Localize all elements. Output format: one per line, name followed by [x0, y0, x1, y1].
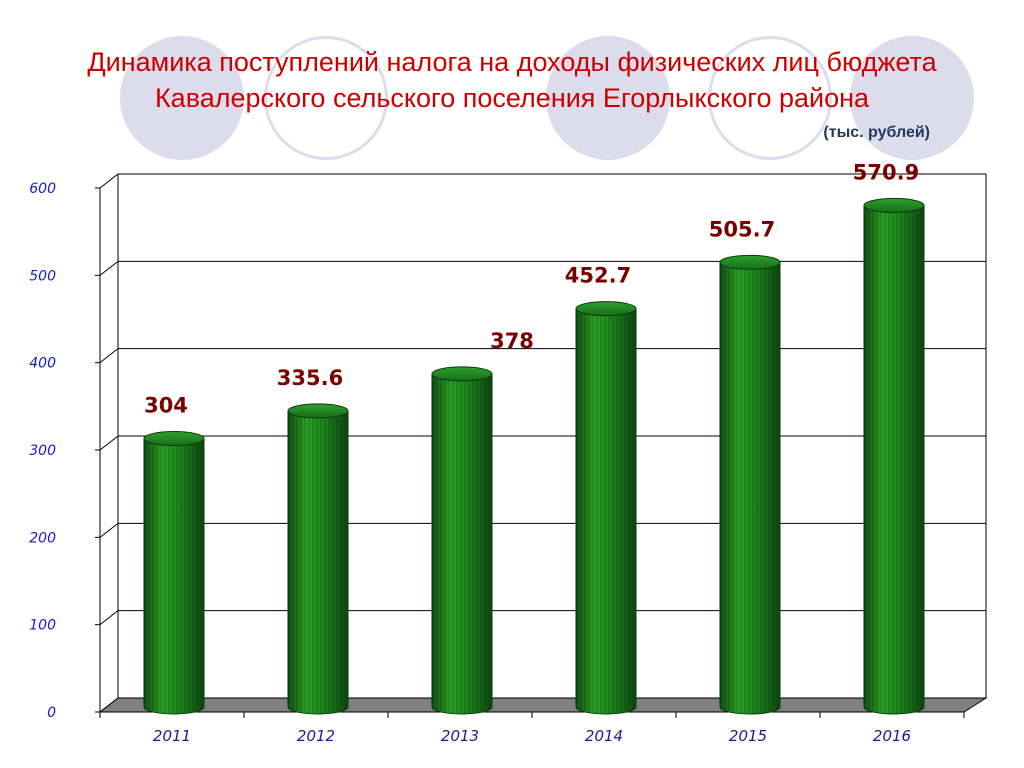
y-tick-label: 400	[29, 356, 56, 372]
data-label: 378	[490, 329, 534, 353]
y-tick-label: 0	[47, 705, 56, 721]
bar	[575, 301, 637, 715]
gridline-side	[99, 610, 119, 626]
bar-top	[287, 403, 349, 419]
decor-circle	[120, 36, 244, 160]
bar	[287, 403, 349, 715]
x-tick-label: 2016	[873, 727, 911, 745]
gridline-side	[99, 435, 119, 451]
x-tick-label: 2014	[585, 727, 623, 745]
bar-series	[143, 197, 925, 715]
chart-title-line-2: Кавалерского сельского поселения Егорлык…	[154, 83, 870, 113]
gridline-side	[99, 348, 119, 364]
decor-circle	[264, 36, 388, 160]
bar-top	[143, 431, 205, 447]
x-tick-label: 2013	[441, 727, 479, 745]
gridline-side	[99, 522, 119, 538]
x-tick-label: 2011	[153, 727, 191, 745]
bar	[431, 366, 493, 715]
y-tick-label: 100	[29, 618, 56, 634]
bar-ribs	[576, 308, 636, 714]
data-labels: 304 335.6 378 452.7 505.7 570.9	[144, 160, 919, 417]
data-label: 335.6	[277, 366, 343, 390]
bar	[143, 431, 205, 715]
decor-circle	[546, 36, 670, 160]
y-tick-label: 200	[29, 530, 56, 546]
bar-ribs	[864, 205, 924, 714]
chart-floor	[98, 697, 988, 713]
data-label: 452.7	[565, 264, 631, 288]
gridline-side	[99, 260, 119, 276]
y-tick-label: 500	[29, 268, 56, 284]
chart-structure	[98, 173, 988, 713]
decor-circle	[708, 36, 832, 160]
bar-top	[431, 366, 493, 382]
bar-top	[719, 254, 781, 270]
bar-ribs	[720, 262, 780, 714]
chart-title-line-1: Динамика поступлений налога на доходы фи…	[87, 47, 937, 77]
bar-top	[575, 301, 637, 317]
units-note: (тыс. рублей)	[823, 124, 930, 141]
gridline-side	[99, 173, 119, 189]
x-axis: 2011 2012 2013 2014 2015 2016	[99, 712, 965, 745]
x-tick-label: 2012	[297, 727, 335, 745]
bar-ribs	[144, 438, 204, 714]
chart-title: Динамика поступлений налога на доходы фи…	[0, 44, 1024, 116]
y-tick-label: 300	[29, 443, 56, 459]
bar-ribs	[432, 373, 492, 714]
y-tick-label: 600	[29, 181, 56, 197]
bar	[863, 197, 925, 715]
data-label: 570.9	[853, 160, 919, 184]
data-label: 505.7	[709, 217, 775, 241]
data-label: 304	[144, 394, 188, 418]
bar	[719, 254, 781, 715]
bar-top	[863, 197, 925, 213]
x-tick-label: 2015	[729, 727, 767, 745]
y-axis: 0 100 200 300 400 500 600	[29, 181, 100, 721]
bar-ribs	[288, 410, 348, 714]
decor-circle	[850, 36, 974, 160]
